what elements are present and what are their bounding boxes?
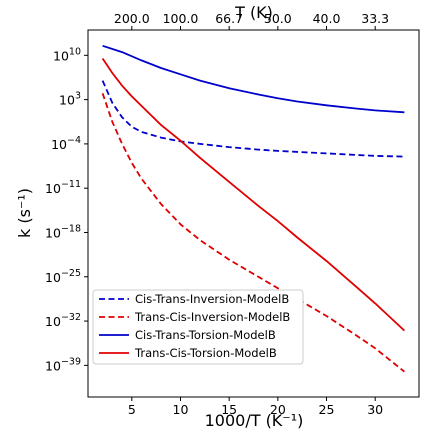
top-tick-label-1: 100.0 (163, 11, 199, 26)
legend-label-1: Trans-Cis-Inversion-ModelB (134, 310, 290, 324)
legend-label-3: Trans-Cis-Torsion-ModelB (134, 346, 277, 360)
legend-box (92, 289, 304, 365)
legend-label-2: Cis-Trans-Torsion-ModelB (135, 328, 276, 342)
top-x-axis-label: T (K) (234, 3, 273, 22)
y-tick-label-0: 1010 (53, 46, 81, 63)
y-axis-label: k (s⁻¹) (15, 188, 34, 238)
series-line-2 (102, 44, 405, 114)
x-tick-label-5: 30 (367, 402, 383, 417)
top-tick-label-4: 40.0 (313, 11, 341, 26)
x-axis: 5 10 15 20 25 30 (128, 397, 383, 417)
x-tick-label-0: 5 (128, 402, 136, 417)
top-x-axis: 200.0 100.0 66.7 50.0 40.0 33.3 (114, 11, 389, 30)
y-tick-label-3: 10−11 (45, 179, 81, 196)
y-tick-label-2: 10−4 (51, 135, 81, 152)
top-tick-label-3: 50.0 (264, 11, 292, 26)
y-tick-label-5: 10−25 (45, 268, 81, 285)
series-line-3 (101, 57, 406, 332)
y-tick-label-1: 103 (59, 91, 81, 108)
series-group (101, 44, 406, 373)
y-tick-label-6: 10−32 (45, 312, 81, 329)
x-tick-label-4: 25 (319, 402, 335, 417)
y-tick-label-7: 10−39 (45, 356, 81, 373)
x-tick-label-3: 20 (270, 402, 286, 417)
series-line-1 (101, 93, 405, 373)
y-axis: 1010 103 10−4 10−11 10−18 10−25 10−32 10−39 (45, 46, 88, 373)
top-tick-label-5: 33.3 (361, 11, 389, 26)
top-tick-label-2: 66.7 (215, 11, 243, 26)
legend: Cis-Trans-Inversion-ModelB Trans-Cis-Inve… (92, 289, 304, 365)
x-tick-label-2: 15 (221, 402, 237, 417)
top-tick-label-0: 200.0 (114, 11, 150, 26)
legend-label-0: Cis-Trans-Inversion-ModelB (135, 292, 289, 306)
x-axis-label: 1000/T (K⁻¹) (205, 411, 304, 430)
x-tick-label-1: 10 (173, 402, 189, 417)
series-line-0 (101, 80, 405, 158)
y-tick-label-4: 10−18 (45, 223, 81, 240)
